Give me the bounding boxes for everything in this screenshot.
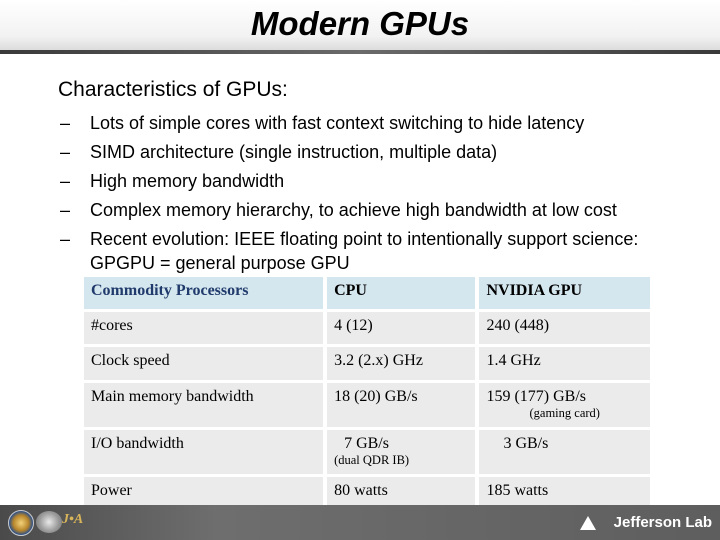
gpu-note: (gaming card) — [529, 406, 600, 420]
bullet-text: High memory bandwidth — [90, 171, 285, 191]
bullet-text: Recent evolution: IEEE floating point to… — [90, 229, 639, 273]
cpu-value: 18 (20) GB/s — [327, 383, 480, 430]
title-bar — [0, 0, 720, 52]
bullet-dash: – — [60, 229, 71, 249]
bullet-item: – Lots of simple cores with fast context … — [60, 111, 700, 135]
cpu-note: (dual QDR IB) — [334, 453, 410, 467]
jsa-logo-text: J•A — [62, 512, 84, 527]
table-row: Main memory bandwidth 18 (20) GB/s 159 (… — [84, 383, 654, 430]
gpu-value: 159 (177) GB/s — [486, 388, 587, 405]
bullet-dash: – — [60, 113, 71, 133]
header-cell-commodity: Commodity Processors — [84, 277, 328, 312]
gpu-value: 1.4 GHz — [479, 347, 654, 383]
cpu-value: 3.2 (2.x) GHz — [327, 347, 480, 383]
comparison-table: Commodity Processors CPU NVIDIA GPU #cor… — [84, 277, 654, 513]
table-row: Clock speed 3.2 (2.x) GHz 1.4 GHz — [84, 347, 654, 383]
gpu-value: 3 GB/s — [503, 435, 549, 452]
bullet-item: – SIMD architecture (single instruction, … — [60, 140, 700, 164]
title-divider — [0, 50, 720, 54]
doe-seal-icon — [8, 510, 34, 536]
header-cell-gpu: NVIDIA GPU — [479, 277, 654, 312]
bullet-item: – High memory bandwidth — [60, 169, 700, 193]
bullet-dash: – — [60, 142, 71, 162]
gpu-cell: 3 GB/s — [479, 430, 654, 477]
bullet-text: SIMD architecture (single instruction, m… — [90, 142, 498, 162]
header-cell-cpu: CPU — [327, 277, 480, 312]
bullet-text: Lots of simple cores with fast context s… — [90, 113, 585, 133]
jefferson-lab-name: Jefferson Lab — [613, 514, 712, 531]
bullet-dash: – — [60, 171, 71, 191]
row-label: I/O bandwidth — [84, 430, 328, 477]
bullet-dash: – — [60, 200, 71, 220]
row-label: #cores — [84, 312, 328, 347]
bullet-item: – Complex memory hierarchy, to achieve hi… — [60, 198, 700, 222]
footer-bar — [0, 505, 720, 540]
table-row: #cores 4 (12) 240 (448) — [84, 312, 654, 347]
jsa-logo-icon — [36, 511, 62, 533]
cpu-value: 7 GB/s — [344, 435, 389, 452]
bullet-text: Complex memory hierarchy, to achieve hig… — [90, 200, 617, 220]
table-header-row: Commodity Processors CPU NVIDIA GPU — [84, 277, 654, 312]
row-label: Clock speed — [84, 347, 328, 383]
gpu-cell: 159 (177) GB/s (gaming card) — [479, 383, 654, 430]
table-row: I/O bandwidth 7 GB/s (dual QDR IB) 3 GB/… — [84, 430, 654, 477]
bullet-item: – Recent evolution: IEEE floating point t… — [60, 227, 700, 275]
section-heading: Characteristics of GPUs: — [58, 78, 288, 101]
gpu-value: 240 (448) — [479, 312, 654, 347]
cpu-cell: 7 GB/s (dual QDR IB) — [327, 430, 480, 477]
bullet-list: – Lots of simple cores with fast context … — [60, 111, 700, 280]
cpu-value: 4 (12) — [327, 312, 480, 347]
jefferson-lab-logo-icon — [580, 516, 596, 530]
row-label: Main memory bandwidth — [84, 383, 328, 430]
slide-title: Modern GPUs — [250, 5, 470, 42]
